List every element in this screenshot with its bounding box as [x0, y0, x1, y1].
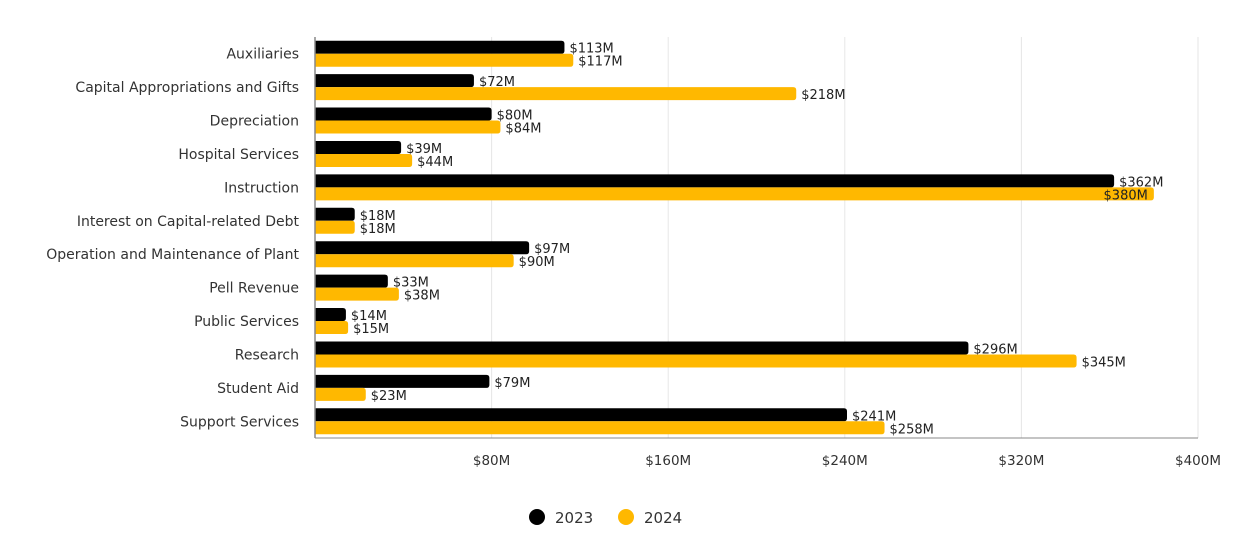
bar-2023 — [315, 274, 388, 288]
bar-2024 — [315, 321, 349, 335]
category-label: Interest on Capital-related Debt — [77, 214, 300, 230]
bar-2024 — [315, 387, 366, 401]
data-label: $113M — [569, 42, 613, 57]
bar-2024 — [315, 187, 1154, 201]
data-label: $380M — [1104, 188, 1148, 203]
bar-2023 — [315, 341, 969, 355]
bar-2024 — [315, 120, 501, 134]
data-label: $18M — [360, 222, 396, 237]
category-label: Research — [235, 347, 299, 363]
bar-2023 — [315, 241, 530, 255]
data-label: $117M — [578, 55, 622, 70]
bar-2023 — [315, 107, 492, 121]
data-label: $39M — [406, 142, 442, 157]
data-label: $33M — [393, 276, 429, 291]
data-label: $38M — [404, 289, 440, 304]
data-label: $345M — [1082, 355, 1126, 370]
bar-2023 — [315, 308, 346, 322]
bar-2023 — [315, 174, 1115, 188]
x-tick-label: $80M — [473, 453, 510, 469]
bar-2024 — [315, 421, 885, 435]
data-label: $84M — [505, 122, 541, 137]
category-label: Hospital Services — [178, 147, 299, 163]
category-label: Depreciation — [210, 114, 299, 130]
bar-2024 — [315, 220, 355, 234]
category-label: Pell Revenue — [209, 281, 299, 297]
bar-2024 — [315, 254, 514, 268]
bar-2024 — [315, 87, 797, 101]
legend-marker-2024 — [618, 509, 634, 525]
category-label: Support Services — [180, 414, 299, 430]
bar-2024 — [315, 153, 413, 167]
data-label: $218M — [801, 88, 845, 103]
data-label: $72M — [479, 75, 515, 90]
data-label: $241M — [852, 409, 896, 424]
bar-2023 — [315, 207, 355, 221]
data-label: $80M — [497, 109, 533, 124]
data-label: $14M — [351, 309, 387, 324]
legend-label: 2024 — [644, 509, 682, 527]
category-label: Capital Appropriations and Gifts — [75, 80, 299, 96]
data-label: $296M — [973, 342, 1017, 357]
data-label: $15M — [353, 322, 389, 337]
bar-2023 — [315, 408, 848, 422]
category-label: Student Aid — [217, 381, 299, 397]
bar-2023 — [315, 74, 474, 88]
category-label: Operation and Maintenance of Plant — [46, 247, 299, 263]
bar-2023 — [315, 374, 490, 388]
data-label: $44M — [417, 155, 453, 170]
bar-2024 — [315, 287, 399, 301]
bar-2023 — [315, 40, 565, 54]
category-label: Public Services — [194, 314, 299, 330]
data-label: $90M — [519, 255, 555, 270]
data-label: $362M — [1119, 175, 1163, 190]
category-label: Instruction — [224, 180, 299, 196]
bar-2024 — [315, 354, 1077, 368]
bar-2024 — [314, 53, 574, 67]
x-tick-label: $320M — [998, 453, 1044, 469]
x-tick-label: $240M — [822, 453, 868, 469]
bar-2023 — [315, 140, 402, 154]
category-label: Auxiliaries — [226, 47, 299, 63]
legend-label: 2023 — [555, 509, 593, 527]
data-label: $79M — [494, 376, 530, 391]
x-tick-label: $400M — [1175, 453, 1221, 469]
data-label: $97M — [534, 242, 570, 257]
data-label: $18M — [360, 209, 396, 224]
data-label: $258M — [890, 422, 934, 437]
legend-marker-2023 — [529, 509, 545, 525]
x-tick-label: $160M — [645, 453, 691, 469]
data-label: $23M — [371, 389, 407, 404]
